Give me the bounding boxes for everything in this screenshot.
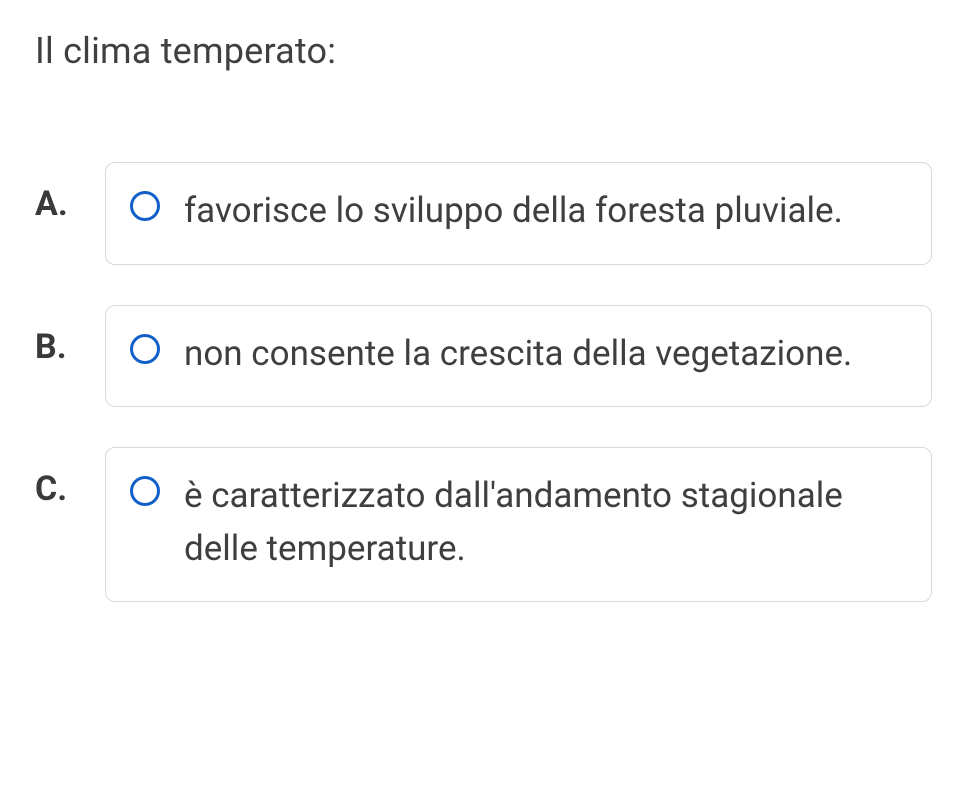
option-letter: A. xyxy=(35,162,105,224)
option-row-c: C. è caratterizzato dall'andamento stagi… xyxy=(35,447,932,602)
option-letter: C. xyxy=(35,447,105,509)
question-text: Il clima temperato: xyxy=(35,30,932,72)
radio-icon[interactable] xyxy=(130,334,160,364)
option-text: non consente la crescita della vegetazio… xyxy=(184,328,852,381)
option-text: favorisce lo sviluppo della foresta pluv… xyxy=(184,185,843,238)
option-text: è caratterizzato dall'andamento stagiona… xyxy=(184,470,903,575)
option-box-a[interactable]: favorisce lo sviluppo della foresta pluv… xyxy=(105,162,932,265)
option-box-b[interactable]: non consente la crescita della vegetazio… xyxy=(105,305,932,408)
option-row-a: A. favorisce lo sviluppo della foresta p… xyxy=(35,162,932,265)
radio-icon[interactable] xyxy=(130,476,160,506)
quiz-container: Il clima temperato: A. favorisce lo svil… xyxy=(0,0,967,672)
option-row-b: B. non consente la crescita della vegeta… xyxy=(35,305,932,408)
radio-icon[interactable] xyxy=(130,191,160,221)
option-letter: B. xyxy=(35,305,105,367)
option-box-c[interactable]: è caratterizzato dall'andamento stagiona… xyxy=(105,447,932,602)
